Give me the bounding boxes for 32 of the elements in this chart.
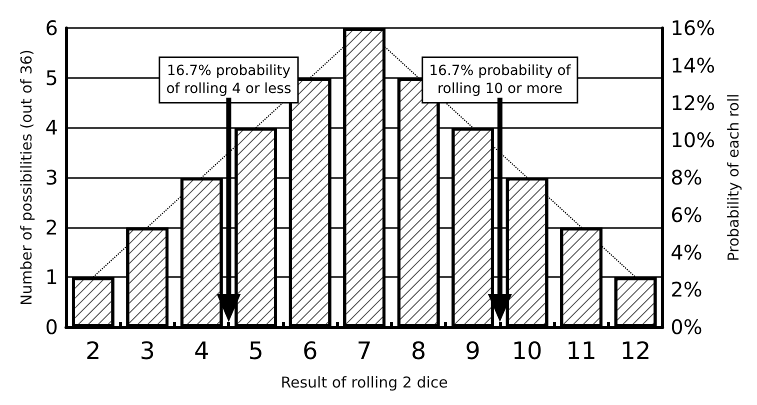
y2-tick-label: 14% [670,53,716,78]
y2-tick-label: 8% [670,166,702,190]
y-tick-label: 1 [45,265,58,290]
x-tick-label: 10 [512,337,542,365]
y-tick-label: 3 [45,166,58,190]
y2-tick-label: 2% [670,278,702,302]
y2-tick-label: 4% [670,240,702,264]
y-tick-label: 4 [45,116,58,140]
x-tick-label: 3 [140,337,155,365]
y2-axis-title: Probability of each roll [724,94,742,262]
y2-tick-label: 0% [670,315,702,339]
x-tick-label: 4 [194,337,210,365]
x-tick-label: 6 [302,337,318,365]
annotation: 16.7% probability of rolling 10 or more [429,63,572,97]
x-axis-title: Result of rolling 2 dice [280,374,448,392]
y-tick-label: 6 [45,16,58,40]
y-tick-label: 0 [45,315,58,339]
y-tick-label: 5 [45,66,58,90]
annotation: 16.7% probability of rolling 4 or less [166,63,292,97]
x-tick-label: 9 [465,337,480,365]
y2-tick-label: 10% [670,128,716,152]
x-tick-label: 8 [410,337,426,365]
y2-tick-label: 6% [670,202,702,227]
x-tick-label: 12 [620,337,651,365]
y-tick-label: 2 [45,215,58,240]
x-tick-label: 7 [356,337,372,365]
y-axis-title: Number of possibilities (out of 36) [18,50,36,306]
x-tick-label: 5 [248,337,264,365]
y2-tick-label: 12% [670,90,716,115]
x-tick-label: 2 [85,337,101,365]
x-tick-label: 11 [566,337,597,365]
y2-tick-label: 16% [670,16,716,40]
